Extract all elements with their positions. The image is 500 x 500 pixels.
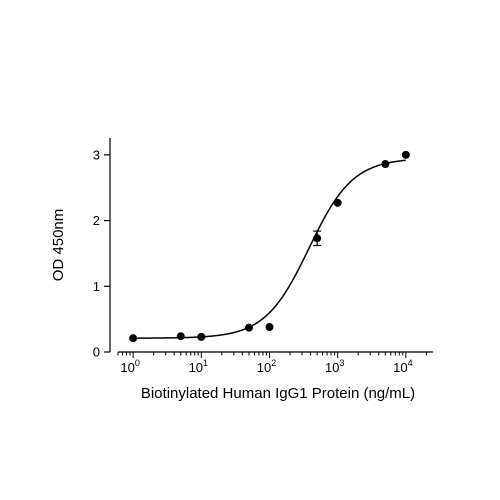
x-tick-label: 100 <box>120 358 139 375</box>
data-point <box>265 323 274 332</box>
x-tick-label: 102 <box>257 358 276 375</box>
data-point <box>313 234 322 243</box>
x-tick-label: 101 <box>189 358 208 375</box>
data-point <box>244 323 253 332</box>
x-tick-label: 103 <box>325 358 344 375</box>
y-tick-group: 0 1 2 3 <box>93 147 110 360</box>
y-tick-label: 2 <box>93 213 100 228</box>
data-points <box>129 150 410 343</box>
x-axis-title: Biotinylated Human IgG1 Protein (ng/mL) <box>141 385 415 402</box>
y-tick-label: 3 <box>93 147 100 162</box>
x-tick-group: 100 101 102 103 104 <box>117 352 427 375</box>
y-tick-label: 0 <box>93 345 100 360</box>
y-axis-title: OD 450nm <box>50 209 67 282</box>
data-point <box>129 334 138 343</box>
fit-curve <box>133 159 406 339</box>
y-axis: 0 1 2 3 <box>93 138 111 360</box>
y-tick-label: 1 <box>93 279 100 294</box>
data-point <box>381 160 390 169</box>
data-point <box>176 332 185 341</box>
data-point <box>401 150 410 159</box>
data-point <box>197 332 206 341</box>
data-point <box>333 198 342 207</box>
x-axis: 100 101 102 103 104 <box>117 351 433 375</box>
x-tick-label: 104 <box>393 358 412 375</box>
